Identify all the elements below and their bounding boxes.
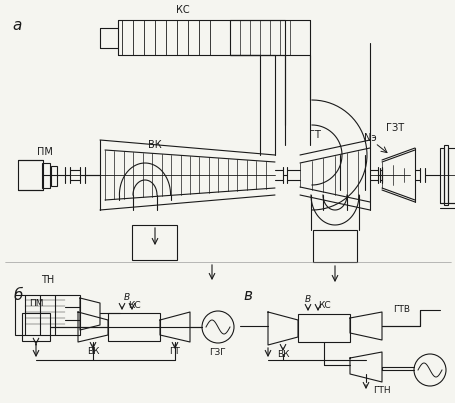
- Bar: [15, 295, 80, 335]
- Text: ГТВ: ГТВ: [392, 305, 409, 314]
- Text: КС: КС: [127, 301, 140, 310]
- Text: Nэ: Nэ: [363, 133, 375, 143]
- Text: ТН: ТН: [41, 275, 55, 285]
- Text: б: б: [13, 287, 23, 303]
- Bar: [298, 314, 349, 342]
- Bar: [18, 160, 43, 190]
- Text: ГЗГ: ГЗГ: [209, 348, 226, 357]
- Text: ВК: ВК: [148, 140, 162, 150]
- Text: ПМ: ПМ: [37, 147, 53, 157]
- Text: КС: КС: [176, 5, 189, 15]
- Bar: [51, 166, 57, 186]
- Text: ПМ: ПМ: [29, 299, 43, 308]
- Text: ГТ: ГТ: [308, 130, 320, 140]
- Bar: [131, 225, 177, 260]
- Text: В: В: [304, 295, 310, 303]
- Text: ГЗТ: ГЗТ: [385, 123, 403, 133]
- Bar: [42, 163, 50, 188]
- Text: ВК: ВК: [86, 347, 99, 356]
- Text: ГТН: ГТН: [372, 386, 390, 395]
- Bar: [108, 313, 160, 341]
- Text: КС: КС: [317, 301, 329, 310]
- Bar: [312, 230, 356, 262]
- Bar: [22, 313, 50, 341]
- Bar: [447, 148, 455, 203]
- Bar: [439, 148, 443, 203]
- Text: ГТ: ГТ: [169, 347, 180, 356]
- Text: ВК: ВК: [276, 350, 288, 359]
- Bar: [443, 145, 447, 205]
- Text: в: в: [243, 287, 252, 303]
- Text: а: а: [12, 18, 21, 33]
- Text: В: В: [124, 293, 130, 303]
